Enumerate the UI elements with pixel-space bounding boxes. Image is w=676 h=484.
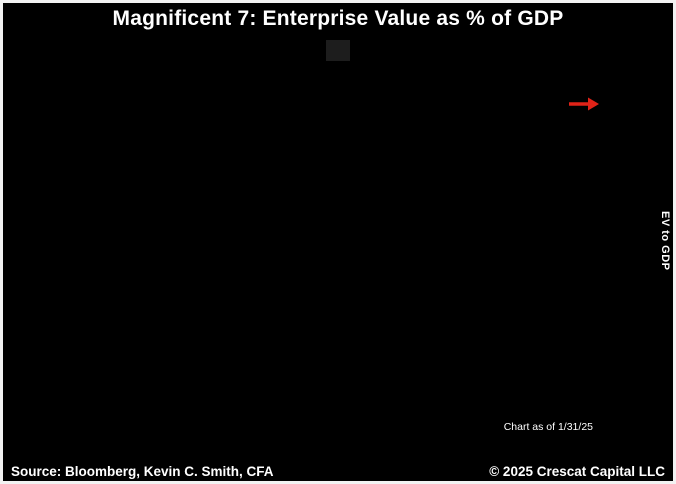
chart-as-of-note: Chart as of 1/31/25 bbox=[503, 421, 593, 433]
legend bbox=[326, 40, 350, 61]
annotation-line-1: Recent High bbox=[465, 81, 533, 93]
stacked-area-plot bbox=[569, 97, 599, 111]
footer-copyright: © 2025 Crescat Capital LLC bbox=[489, 464, 665, 479]
annotation-arrow-icon bbox=[569, 97, 599, 111]
annotation-line-3: on 12/24/24 bbox=[467, 110, 530, 122]
recent-high-annotation: Recent High Combined 62.5% of GDP on 12/… bbox=[431, 80, 567, 124]
page-title: Magnificent 7: Enterprise Value as % of … bbox=[112, 7, 564, 30]
annotation-line-2: Combined 62.5% of GDP bbox=[431, 95, 567, 108]
y-axis-title: EV to GDP bbox=[659, 211, 671, 271]
footer-source: Source: Bloomberg, Kevin C. Smith, CFA bbox=[11, 464, 274, 479]
